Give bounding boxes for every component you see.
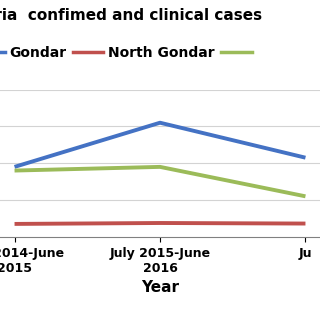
Text: aria  confimed and clinical cases: aria confimed and clinical cases	[0, 8, 262, 23]
X-axis label: Year: Year	[141, 280, 179, 295]
Legend: Gondar, North Gondar, : Gondar, North Gondar,	[0, 41, 261, 66]
